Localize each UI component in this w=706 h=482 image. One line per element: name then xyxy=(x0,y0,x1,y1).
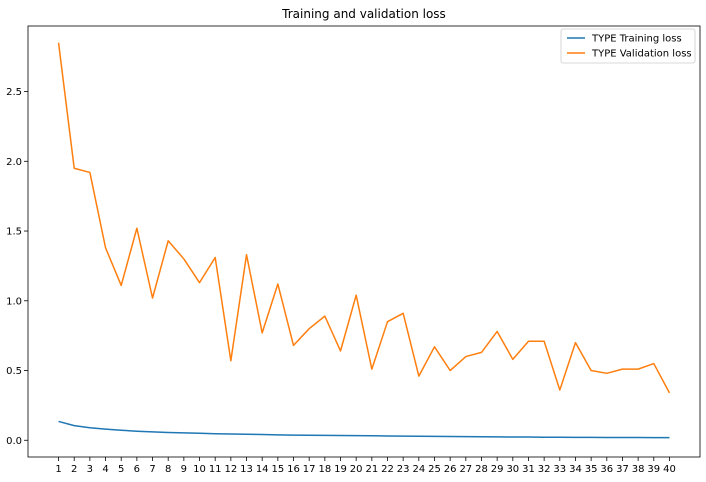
x-tick-label: 1 xyxy=(55,464,61,475)
x-tick-label: 29 xyxy=(491,464,504,475)
x-tick-label: 6 xyxy=(134,464,140,475)
x-tick-label: 3 xyxy=(87,464,93,475)
x-tick-label: 9 xyxy=(181,464,187,475)
x-tick-label: 14 xyxy=(256,464,269,475)
x-tick-label: 34 xyxy=(569,464,582,475)
x-tick-label: 37 xyxy=(616,464,629,475)
x-tick-label: 32 xyxy=(538,464,551,475)
y-tick-label: 0.5 xyxy=(6,366,22,377)
x-tick-label: 16 xyxy=(287,464,300,475)
x-tick-label: 33 xyxy=(553,464,566,475)
x-tick-label: 17 xyxy=(303,464,316,475)
x-tick-label: 25 xyxy=(428,464,441,475)
legend-box xyxy=(560,28,696,64)
plot-frame xyxy=(27,25,701,458)
y-tick-label: 1.0 xyxy=(6,296,22,307)
x-tick-label: 2 xyxy=(71,464,77,475)
training-loss-line xyxy=(58,420,670,439)
x-tick-label: 27 xyxy=(459,464,472,475)
y-tick-label: 2.5 xyxy=(6,87,22,98)
x-tick-label: 36 xyxy=(600,464,613,475)
x-tick-label: 39 xyxy=(647,464,660,475)
x-tick-label: 7 xyxy=(149,464,155,475)
x-tick-label: 19 xyxy=(334,464,347,475)
x-tick-label: 28 xyxy=(475,464,488,475)
x-tick-label: 4 xyxy=(102,464,108,475)
series-layer xyxy=(57,42,671,439)
x-tick-label: 22 xyxy=(381,464,394,475)
x-tick-label: 12 xyxy=(224,464,237,475)
legend-label: TYPE Validation loss xyxy=(591,49,692,60)
x-tick-label: 35 xyxy=(585,464,598,475)
validation-loss-line xyxy=(57,42,671,394)
x-tick-label: 5 xyxy=(118,464,124,475)
x-tick-label: 40 xyxy=(663,464,676,475)
x-tick-label: 21 xyxy=(365,464,378,475)
legend: TYPE Training loss TYPE Validation loss xyxy=(560,28,696,64)
x-tick-label: 8 xyxy=(165,464,171,475)
x-tick-label: 15 xyxy=(271,464,284,475)
x-tick-label: 23 xyxy=(397,464,410,475)
x-tick-label: 30 xyxy=(506,464,519,475)
x-tick-label: 31 xyxy=(522,464,535,475)
x-tick-label: 11 xyxy=(209,464,222,475)
x-tick-label: 26 xyxy=(444,464,457,475)
x-tick-label: 20 xyxy=(350,464,363,475)
x-tick-label: 13 xyxy=(240,464,253,475)
chart-title: Training and validation loss xyxy=(281,7,446,21)
axes: 1 2 3 4 5 6 7 8 9 10 11 12 13 14 15 16 17 18 19 20 21 22 23 24 2… xyxy=(6,87,676,475)
legend-label: TYPE Training loss xyxy=(591,34,682,45)
y-tick-label: 0.0 xyxy=(6,436,22,447)
x-tick-label: 18 xyxy=(318,464,331,475)
x-tick-label: 10 xyxy=(193,464,206,475)
x-tick-label: 24 xyxy=(412,464,425,475)
y-tick-label: 1.5 xyxy=(6,227,22,238)
y-tick-label: 2.0 xyxy=(6,157,22,168)
x-tick-label: 38 xyxy=(632,464,645,475)
